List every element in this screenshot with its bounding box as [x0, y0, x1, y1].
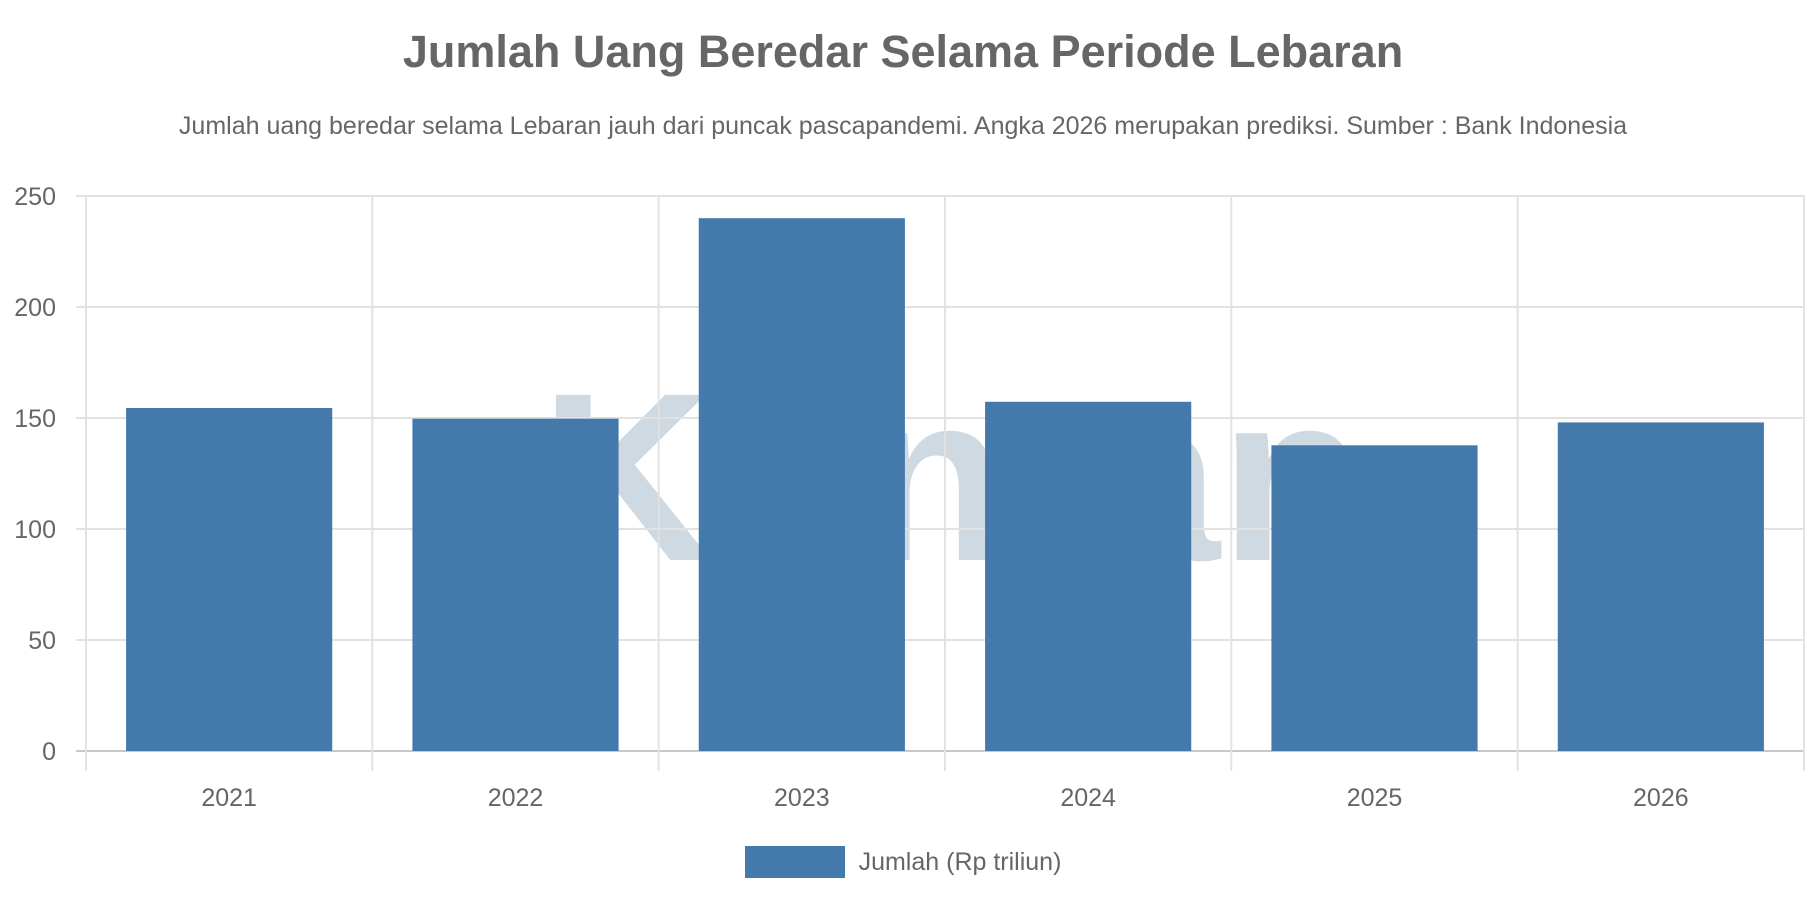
bar-2025	[1271, 445, 1478, 751]
x-tick-label: 2023	[774, 784, 830, 812]
legend[interactable]: Jumlah (Rp triliun)	[0, 846, 1806, 878]
bar-2024	[985, 401, 1192, 751]
y-tick-label: 50	[28, 627, 56, 655]
bar-2023	[698, 218, 905, 751]
y-tick-label: 0	[42, 738, 56, 766]
watermark-logo: Kontan	[540, 343, 1367, 611]
y-tick-label: 150	[14, 405, 56, 433]
x-tick-label: 2022	[488, 784, 544, 812]
x-tick-label: 2026	[1633, 784, 1689, 812]
y-tick-label: 100	[14, 516, 56, 544]
legend-label: Jumlah (Rp triliun)	[858, 847, 1062, 876]
legend-swatch	[744, 846, 845, 878]
chart-title: Jumlah Uang Beredar Selama Periode Lebar…	[402, 26, 1404, 77]
chart-subtitle: Jumlah uang beredar selama Lebaran jauh …	[178, 112, 1628, 140]
bar-2021	[126, 408, 333, 751]
x-tick-label: 2025	[1347, 784, 1403, 812]
bar-2022	[412, 418, 619, 751]
x-tick-label: 2024	[1060, 784, 1116, 812]
x-tick-label: 2021	[201, 784, 257, 812]
bar-2026	[1557, 422, 1764, 751]
y-tick-label: 200	[14, 294, 56, 322]
y-tick-label: 250	[14, 183, 56, 211]
